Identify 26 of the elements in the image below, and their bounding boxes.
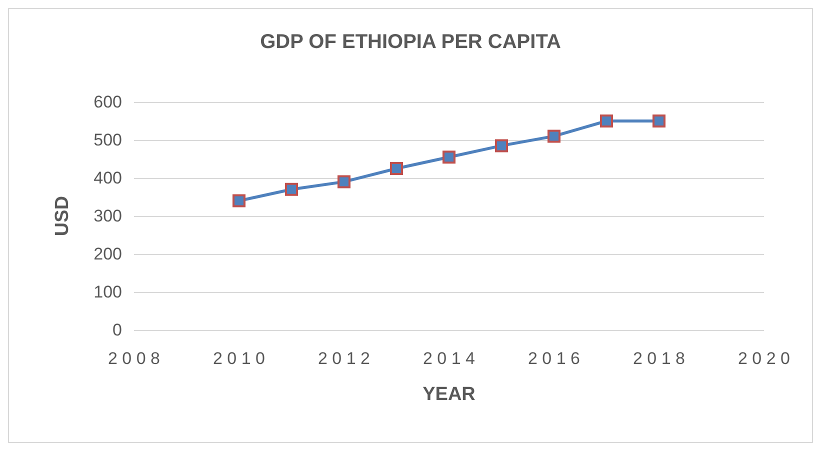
chart-title: GDP OF ETHIOPIA PER CAPITA [260, 31, 561, 53]
y-tick-label: 300 [94, 206, 122, 226]
x-tick-label: 2 0 1 8 [633, 349, 685, 368]
y-tick-label: 400 [94, 168, 122, 188]
point [652, 114, 666, 128]
y-tick-label: 200 [94, 244, 122, 264]
point [442, 150, 456, 164]
x-tick-label: 2 0 1 4 [423, 349, 475, 368]
point [495, 139, 508, 152]
x-tick-label: 2 0 0 8 [108, 349, 160, 368]
x-tick-label: 2 0 1 0 [213, 349, 265, 368]
y-tick-label: 0 [112, 320, 122, 340]
y-tick-label: 100 [94, 282, 122, 302]
y-tick-label: 500 [94, 130, 122, 150]
point [285, 182, 298, 196]
point [600, 114, 613, 128]
x-tick-label: 2 0 2 0 [738, 349, 790, 368]
x-axis-title: YEAR [422, 384, 476, 405]
y-axis-title: USD [52, 196, 73, 236]
x-tick-label: 2 0 1 6 [528, 349, 580, 368]
point [390, 162, 403, 175]
point [548, 130, 560, 143]
point [232, 194, 246, 208]
point [338, 175, 350, 188]
y-tick-label: 600 [94, 92, 122, 112]
x-tick-label: 2 0 1 2 [318, 349, 370, 368]
